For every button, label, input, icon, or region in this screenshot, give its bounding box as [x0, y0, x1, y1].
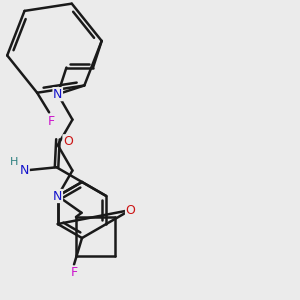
Text: F: F: [47, 115, 55, 128]
Text: F: F: [70, 266, 78, 279]
Text: O: O: [126, 203, 135, 217]
Text: N: N: [20, 164, 29, 177]
Text: O: O: [63, 135, 73, 148]
Text: H: H: [11, 157, 19, 167]
Text: N: N: [53, 88, 62, 101]
Text: N: N: [53, 190, 62, 202]
